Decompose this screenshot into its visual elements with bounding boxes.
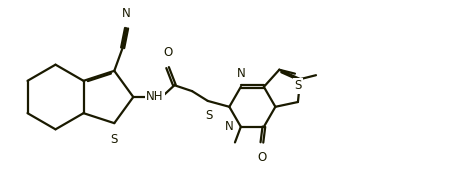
Text: N: N xyxy=(122,7,131,20)
Text: N: N xyxy=(237,67,245,80)
Text: O: O xyxy=(257,151,267,164)
Text: S: S xyxy=(205,109,212,122)
Text: N: N xyxy=(225,120,234,133)
Text: S: S xyxy=(294,79,302,92)
Text: O: O xyxy=(163,46,172,59)
Text: NH: NH xyxy=(146,90,164,104)
Text: S: S xyxy=(111,133,118,146)
